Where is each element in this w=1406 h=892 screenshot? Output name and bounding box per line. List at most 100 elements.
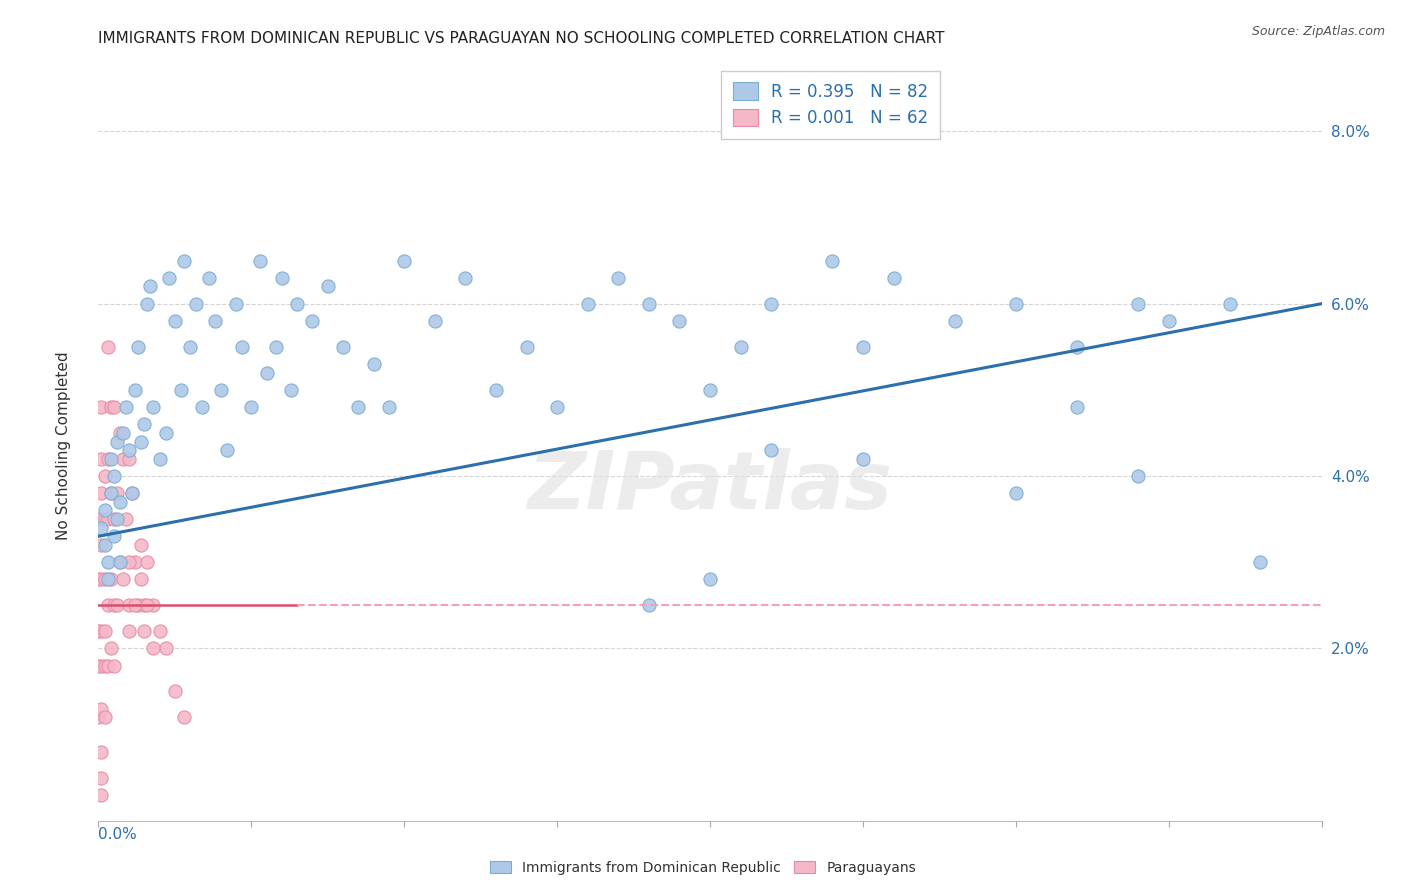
- Point: [699, 383, 721, 397]
- Point: [90, 521, 112, 535]
- Point: [118, 624, 141, 639]
- Point: [108, 555, 131, 569]
- Point: [90, 788, 112, 802]
- Point: [129, 573, 152, 587]
- Point: [943, 314, 966, 328]
- Point: [115, 400, 138, 414]
- Point: [87, 573, 110, 587]
- Point: [516, 340, 538, 354]
- Point: [249, 253, 271, 268]
- Point: [454, 270, 477, 285]
- Point: [127, 340, 149, 354]
- Point: [118, 599, 141, 613]
- Point: [136, 599, 159, 613]
- Point: [90, 658, 112, 673]
- Point: [142, 599, 165, 613]
- Point: [173, 253, 195, 268]
- Point: [97, 573, 120, 587]
- Point: [546, 400, 568, 414]
- Point: [225, 296, 247, 310]
- Point: [108, 555, 131, 569]
- Point: [256, 366, 278, 380]
- Point: [139, 279, 162, 293]
- Point: [111, 425, 134, 440]
- Point: [90, 745, 112, 759]
- Point: [97, 512, 120, 526]
- Text: 0.0%: 0.0%: [98, 827, 138, 842]
- Point: [231, 340, 253, 354]
- Point: [87, 658, 110, 673]
- Point: [93, 503, 115, 517]
- Point: [1157, 314, 1180, 328]
- Point: [134, 417, 156, 432]
- Point: [93, 512, 115, 526]
- Point: [100, 641, 122, 656]
- Point: [97, 599, 120, 613]
- Point: [90, 538, 112, 552]
- Point: [759, 296, 782, 310]
- Point: [285, 296, 308, 310]
- Point: [699, 573, 721, 587]
- Point: [170, 383, 193, 397]
- Point: [103, 512, 125, 526]
- Point: [118, 451, 141, 466]
- Point: [332, 340, 354, 354]
- Point: [1066, 400, 1088, 414]
- Point: [1219, 296, 1241, 310]
- Point: [100, 451, 122, 466]
- Point: [1004, 486, 1026, 500]
- Point: [103, 400, 125, 414]
- Point: [136, 555, 159, 569]
- Point: [1004, 296, 1026, 310]
- Point: [93, 538, 115, 552]
- Point: [134, 599, 156, 613]
- Point: [97, 555, 120, 569]
- Point: [97, 340, 120, 354]
- Point: [270, 270, 292, 285]
- Point: [363, 357, 385, 371]
- Point: [108, 495, 131, 509]
- Point: [191, 400, 214, 414]
- Point: [142, 400, 165, 414]
- Point: [103, 469, 125, 483]
- Point: [173, 710, 195, 724]
- Point: [124, 383, 146, 397]
- Point: [1128, 469, 1150, 483]
- Point: [108, 425, 131, 440]
- Point: [637, 599, 661, 613]
- Point: [730, 340, 752, 354]
- Point: [105, 434, 128, 449]
- Point: [637, 296, 661, 310]
- Legend: R = 0.395   N = 82, R = 0.001   N = 62: R = 0.395 N = 82, R = 0.001 N = 62: [721, 70, 941, 139]
- Point: [607, 270, 630, 285]
- Point: [204, 314, 226, 328]
- Point: [186, 296, 208, 310]
- Point: [90, 451, 112, 466]
- Point: [100, 400, 122, 414]
- Point: [264, 340, 287, 354]
- Point: [1249, 555, 1271, 569]
- Point: [576, 296, 599, 310]
- Point: [149, 451, 172, 466]
- Point: [157, 270, 180, 285]
- Point: [90, 771, 112, 785]
- Point: [668, 314, 690, 328]
- Point: [100, 573, 122, 587]
- Point: [136, 296, 159, 310]
- Point: [103, 599, 125, 613]
- Point: [215, 443, 238, 458]
- Point: [93, 469, 115, 483]
- Text: ZIPatlas: ZIPatlas: [527, 448, 893, 526]
- Point: [111, 573, 134, 587]
- Point: [118, 443, 141, 458]
- Point: [121, 486, 143, 500]
- Point: [93, 573, 115, 587]
- Point: [759, 443, 782, 458]
- Point: [105, 486, 128, 500]
- Point: [90, 701, 112, 715]
- Point: [209, 383, 232, 397]
- Point: [90, 624, 112, 639]
- Point: [129, 434, 152, 449]
- Point: [87, 624, 110, 639]
- Point: [347, 400, 370, 414]
